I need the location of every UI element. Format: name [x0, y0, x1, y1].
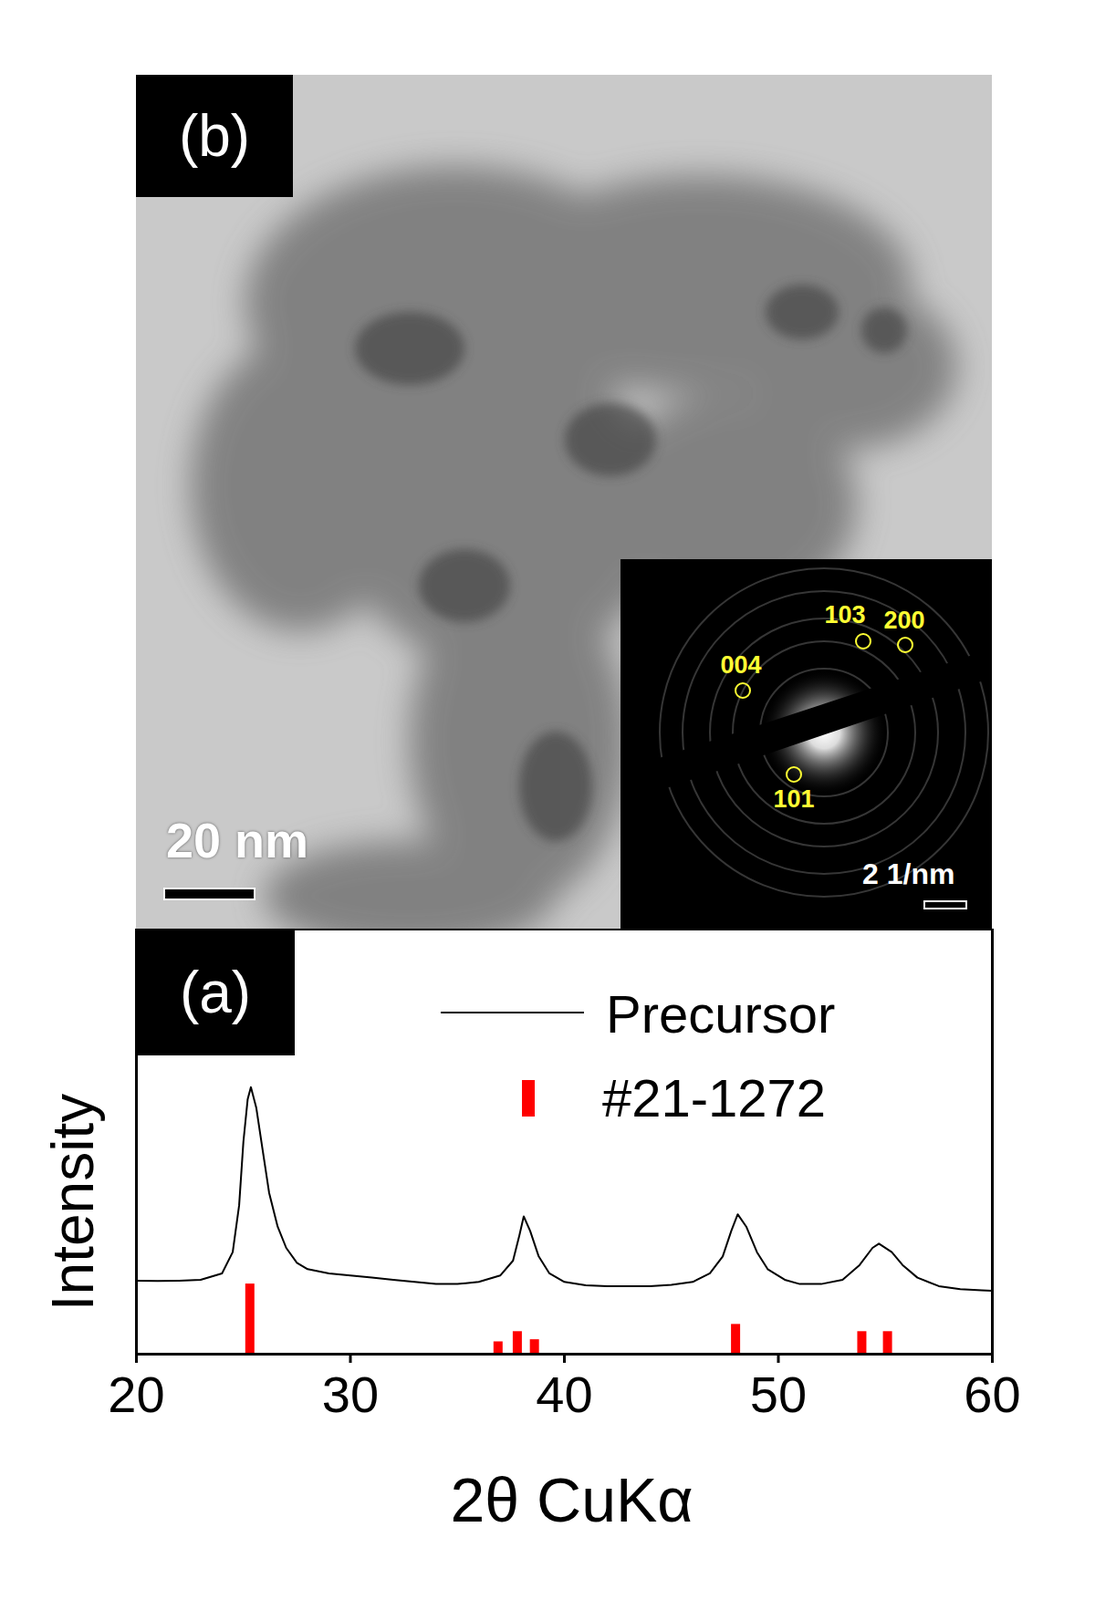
- html-text:Precursor: Precursor: [605, 984, 836, 1044]
- svg-text:30: 30: [322, 1366, 379, 1424]
- html-text:#21-1272: #21-1272: [602, 1068, 826, 1128]
- html-text:101: 101: [773, 785, 815, 813]
- html-text:2 1/nm: 2 1/nm: [862, 857, 955, 891]
- html-text:20 nm: 20 nm: [166, 813, 309, 868]
- html-text:(b): (b): [178, 103, 251, 169]
- html-text:200: 200: [883, 606, 925, 634]
- html-text:103: 103: [824, 600, 866, 629]
- svg-text:20: 20: [107, 1366, 165, 1424]
- svg-text:40: 40: [535, 1366, 593, 1424]
- html-text:(a): (a): [179, 959, 252, 1026]
- html-text:Intensity: Intensity: [40, 1093, 106, 1312]
- html-text:004: 004: [720, 651, 762, 679]
- html-text:2θ CuKα: 2θ CuKα: [450, 1465, 694, 1535]
- svg-text:50: 50: [750, 1366, 807, 1424]
- svg-text:60: 60: [963, 1366, 1021, 1424]
